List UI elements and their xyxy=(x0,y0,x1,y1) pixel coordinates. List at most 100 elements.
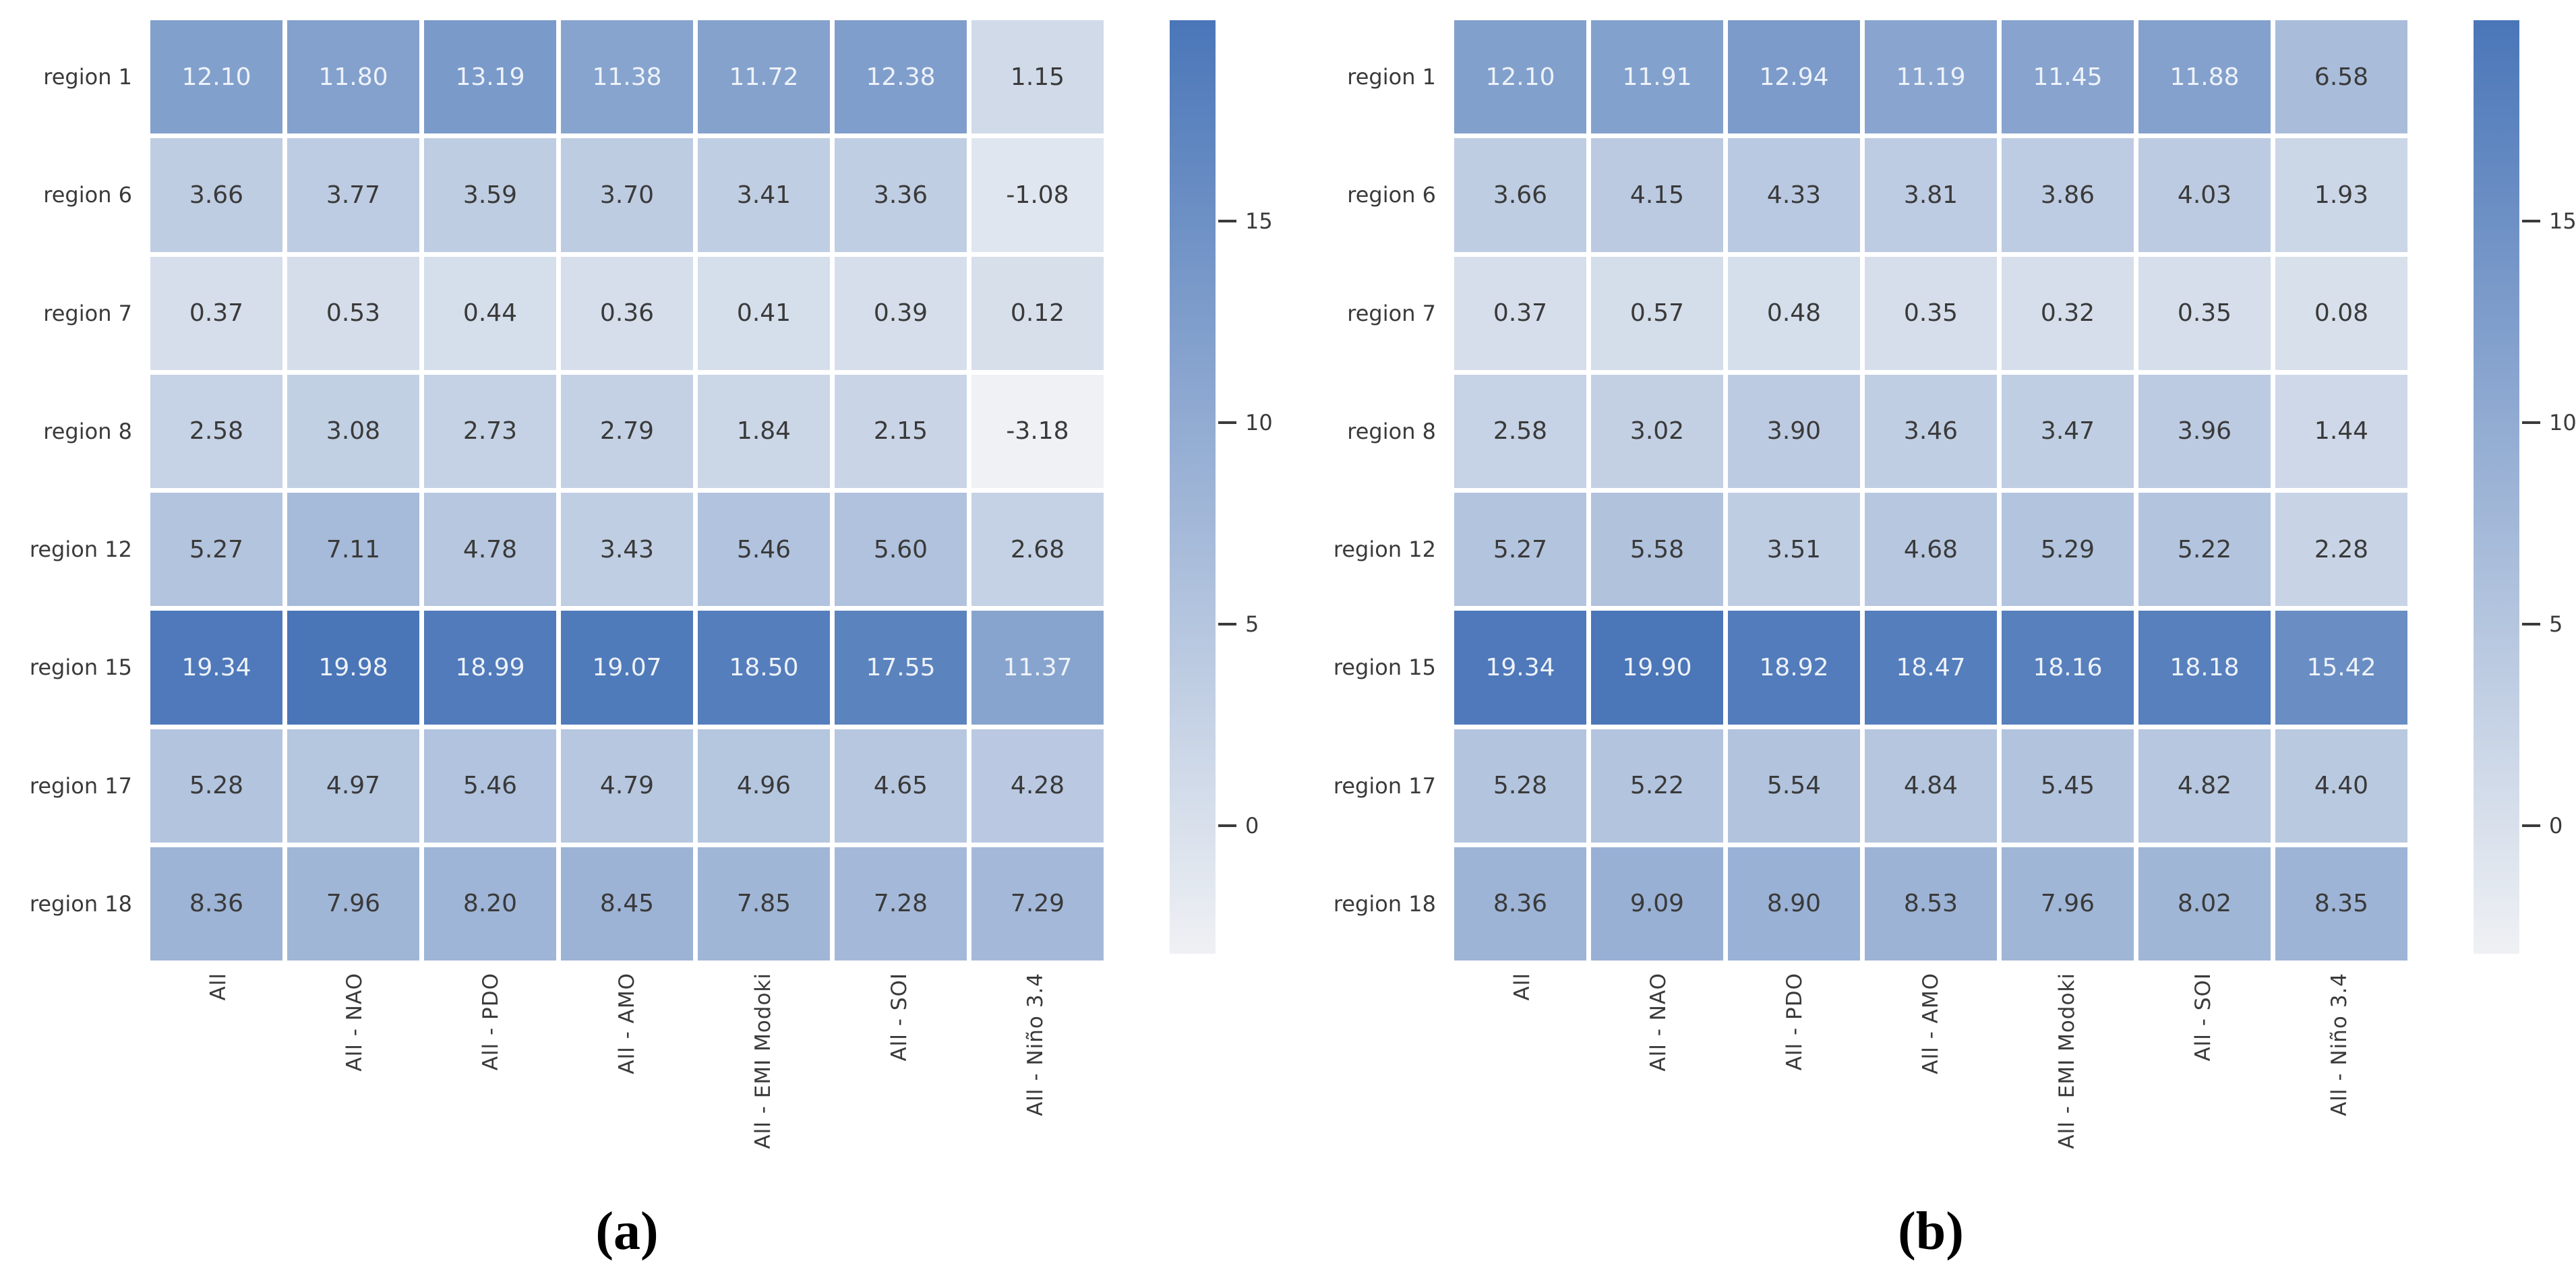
heatmap-cell: 3.90 xyxy=(1728,374,1860,488)
heatmap-cell: 19.98 xyxy=(287,611,419,725)
heatmap-cell: 19.34 xyxy=(150,611,282,725)
x-tick-cell: All - SOI xyxy=(831,973,967,1205)
heatmap-cell: 3.66 xyxy=(1454,138,1586,252)
heatmap-cell: 3.51 xyxy=(1728,493,1860,607)
heatmap-cell: 11.88 xyxy=(2138,20,2271,134)
heatmap-cell: -3.18 xyxy=(971,374,1104,488)
x-tick-label: All - EMI Modoki xyxy=(2055,973,2079,1149)
x-tick-cell: All - EMI Modoki xyxy=(1999,973,2135,1205)
heatmap-cell: 7.28 xyxy=(835,847,967,961)
colorbar-tick xyxy=(1218,622,1236,626)
heatmap-cell: 18.47 xyxy=(1865,611,1997,725)
heatmap-cell: 3.86 xyxy=(2002,138,2134,252)
heatmap-cell: 1.44 xyxy=(2275,374,2407,488)
x-tick-cell: All - PDO xyxy=(423,973,559,1205)
x-tick-cell: All - AMO xyxy=(559,973,695,1205)
heatmap-cell: 4.96 xyxy=(698,729,830,843)
heatmap-cell: 1.93 xyxy=(2275,138,2407,252)
row-label: region 18 xyxy=(1333,890,1436,917)
row-label: region 17 xyxy=(1333,772,1436,799)
heatmap-cell: 3.46 xyxy=(1865,374,1997,488)
heatmap-cell: 13.19 xyxy=(424,20,556,134)
heatmap-cell: 3.36 xyxy=(835,138,967,252)
x-tick-label: All - PDO xyxy=(1783,973,1807,1071)
heatmap-cell: 4.82 xyxy=(2138,729,2271,843)
heatmap-cell: 11.19 xyxy=(1865,20,1997,134)
colorbar-tick xyxy=(1218,219,1236,222)
colorbar-tick xyxy=(2522,421,2540,424)
heatmap-cell: 8.36 xyxy=(1454,847,1586,961)
x-tick-label: All xyxy=(1510,973,1534,1001)
heatmap-panel-b: region 1 region 6 region 7 region 8 region 1… xyxy=(1304,0,2576,1280)
heatmap-cell: 8.20 xyxy=(424,847,556,961)
heatmap-cell: 2.58 xyxy=(150,374,282,488)
heatmap-cell: 11.91 xyxy=(1591,20,1723,134)
heatmap-cell: 5.46 xyxy=(698,493,830,607)
heatmap-cell: 12.10 xyxy=(1454,20,1586,134)
heatmap-cell: 4.65 xyxy=(835,729,967,843)
row-label: region 17 xyxy=(29,772,132,799)
heatmap-cell: 4.28 xyxy=(971,729,1104,843)
heatmap-cell: 0.53 xyxy=(287,256,419,370)
row-label: region 1 xyxy=(1347,64,1436,90)
colorbar-tick xyxy=(2522,824,2540,827)
heatmap-cell: -1.08 xyxy=(971,138,1104,252)
heatmap-cell: 2.68 xyxy=(971,493,1104,607)
row-label: region 12 xyxy=(1333,537,1436,563)
heatmap-cell: 5.27 xyxy=(150,493,282,607)
heatmap-cell: 3.77 xyxy=(287,138,419,252)
row-label: region 18 xyxy=(29,890,132,917)
x-tick-cell: All - NAO xyxy=(287,973,423,1205)
heatmap-cell: 2.79 xyxy=(561,374,693,488)
heatmap-cell: 3.81 xyxy=(1865,138,1997,252)
row-label: region 6 xyxy=(43,182,132,208)
heatmap-cell: 0.37 xyxy=(150,256,282,370)
x-tick-label: All - SOI xyxy=(2191,973,2215,1062)
heatmap-cell: 0.37 xyxy=(1454,256,1586,370)
panel-caption-a: (a) xyxy=(595,1202,659,1261)
x-tick-cell: All - SOI xyxy=(2135,973,2271,1205)
colorbar-gradient xyxy=(2474,20,2519,954)
heatmap-cell: 18.99 xyxy=(424,611,556,725)
heatmap-cell: 5.28 xyxy=(1454,729,1586,843)
heatmap-panel-a: region 1 region 6 region 7 region 8 region 1… xyxy=(0,0,1273,1280)
x-tick-cell: All - AMO xyxy=(1863,973,1999,1205)
heatmap-cell: 5.29 xyxy=(2002,493,2134,607)
colorbar-tick-label: 15 xyxy=(2549,208,2576,234)
heatmap-cell: 2.58 xyxy=(1454,374,1586,488)
x-tick-label: All - NAO xyxy=(342,973,367,1072)
x-axis-labels: All All - NAO All - PDO All - AMO All - EMI … xyxy=(1454,973,2407,1205)
heatmap-cell: 17.55 xyxy=(835,611,967,725)
heatmap-cell: 8.36 xyxy=(150,847,282,961)
heatmap-cell: 3.66 xyxy=(150,138,282,252)
heatmap-cell: 2.73 xyxy=(424,374,556,488)
heatmap-cell: 0.32 xyxy=(2002,256,2134,370)
colorbar-tick-label: 0 xyxy=(2549,812,2563,839)
heatmap-cell: 19.90 xyxy=(1591,611,1723,725)
row-label: region 6 xyxy=(1347,182,1436,208)
colorbar-tick-label: 0 xyxy=(1245,812,1259,839)
row-label: region 1 xyxy=(43,64,132,90)
x-tick-label: All - NAO xyxy=(1646,973,1671,1072)
heatmap-cell: 1.15 xyxy=(971,20,1104,134)
heatmap-cell: 0.36 xyxy=(561,256,693,370)
heatmap-cell: 0.35 xyxy=(1865,256,1997,370)
panel-caption-b: (b) xyxy=(1898,1202,1964,1261)
colorbar-gradient xyxy=(1170,20,1216,954)
row-label: region 8 xyxy=(43,418,132,444)
heatmap-cell: 4.84 xyxy=(1865,729,1997,843)
heatmap-cell: 4.79 xyxy=(561,729,693,843)
x-tick-cell: All xyxy=(150,973,287,1205)
heatmap-cell: 3.59 xyxy=(424,138,556,252)
heatmap-cell: 18.18 xyxy=(2138,611,2271,725)
heatmap-cell: 12.94 xyxy=(1728,20,1860,134)
heatmap-cell: 11.45 xyxy=(2002,20,2134,134)
x-tick-label: All - AMO xyxy=(615,973,639,1074)
heatmap-cell: 11.72 xyxy=(698,20,830,134)
heatmap-grid: 12.10 11.91 12.94 11.19 11.45 11.88 6.58 3.66 4.… xyxy=(1454,20,2407,961)
heatmap-cell: 8.90 xyxy=(1728,847,1860,961)
heatmap-cell: 5.60 xyxy=(835,493,967,607)
x-tick-label: All - PDO xyxy=(479,973,503,1071)
heatmap-cell: 0.48 xyxy=(1728,256,1860,370)
